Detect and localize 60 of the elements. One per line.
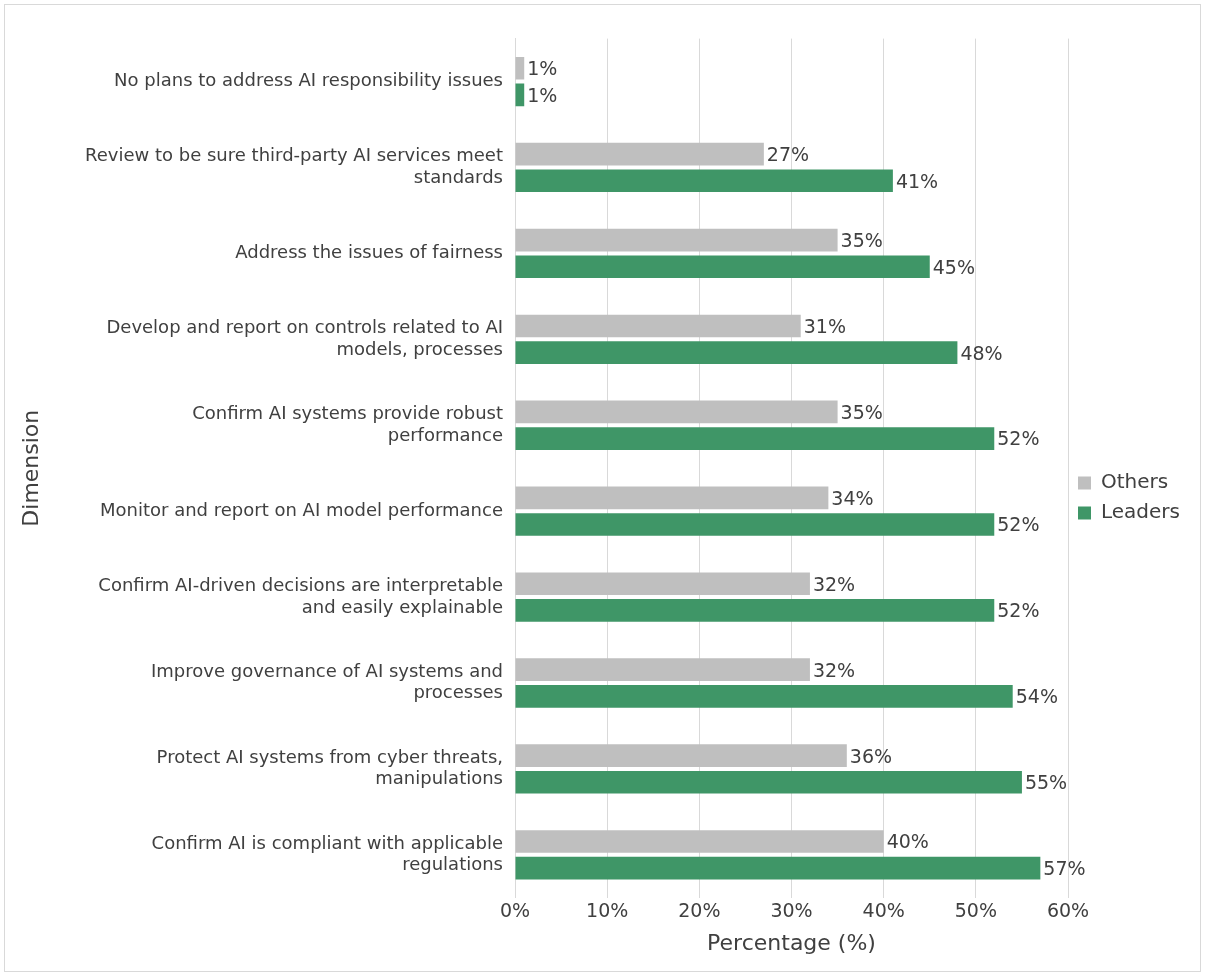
data-label: 48% <box>960 341 1003 364</box>
y-tick-label: Develop and report on controls related to AI models, processes <box>106 316 503 359</box>
data-label: 27% <box>766 143 810 166</box>
y-tick-label: Monitor and report on AI model performance <box>100 498 503 520</box>
bar <box>515 228 838 252</box>
x-tick-label: 10% <box>586 899 629 922</box>
y-tick-label: Improve governance of AI systems and processes <box>151 659 503 703</box>
x-tick-label: 20% <box>678 899 721 922</box>
bar <box>515 770 1022 794</box>
data-label: 55% <box>1024 771 1068 794</box>
data-label: 32% <box>812 658 856 681</box>
y-tick-label: Confirm AI-driven decisions are interpretable and easily explainable <box>98 573 503 617</box>
bar <box>515 169 893 193</box>
y-tick-label: Review to be sure third-party AI services meet standards <box>85 144 503 187</box>
bar <box>515 830 884 853</box>
data-label: 35% <box>840 229 883 252</box>
bar <box>515 314 801 338</box>
data-label: 40% <box>886 830 929 853</box>
bar <box>515 513 995 536</box>
y-tick-label: Confirm AI is compliant with applicable regulations <box>151 831 503 875</box>
bar <box>515 142 764 166</box>
x-tick-label: 40% <box>862 899 905 922</box>
legend-label: Leaders <box>1101 499 1181 524</box>
x-tick-label: 0% <box>499 899 531 922</box>
bar <box>515 856 1041 880</box>
x-tick-label: 30% <box>770 899 813 922</box>
data-label: 41% <box>895 169 939 192</box>
bar <box>515 685 1013 708</box>
data-label: 52% <box>997 513 1040 536</box>
bar <box>515 427 995 450</box>
bar <box>515 56 525 80</box>
y-axis-title: Dimension <box>17 409 43 527</box>
y-tick-label: No plans to address AI responsibility issues <box>114 69 503 91</box>
data-label: 57% <box>1043 857 1086 880</box>
bar <box>515 599 995 622</box>
data-label: 45% <box>932 255 975 278</box>
legend-label: Others <box>1101 469 1169 494</box>
bar <box>515 341 958 364</box>
y-tick-label: Confirm AI systems provide robust performance <box>192 402 503 445</box>
bar <box>515 255 930 279</box>
data-label: 52% <box>997 427 1040 450</box>
bar <box>515 400 838 424</box>
data-label: 1% <box>527 83 558 106</box>
x-tick-label: 60% <box>1046 899 1090 922</box>
data-label: 34% <box>831 486 874 509</box>
x-tick-label: 50% <box>954 899 997 922</box>
bar <box>515 486 829 510</box>
y-tick-label: Protect AI systems from cyber threats, manipulations <box>156 745 503 789</box>
data-label: 31% <box>803 314 846 337</box>
bar <box>515 572 810 596</box>
data-label: 54% <box>1015 685 1058 708</box>
data-label: 1% <box>527 57 558 80</box>
bar <box>515 658 810 681</box>
bar <box>515 744 847 767</box>
y-tick-label: Address the issues of fairness <box>235 241 503 263</box>
x-axis-title: Percentage (%) <box>707 929 876 955</box>
data-label: 35% <box>840 400 883 423</box>
data-label: 32% <box>812 572 856 595</box>
data-label: 36% <box>849 744 893 767</box>
data-label: 52% <box>997 599 1040 622</box>
